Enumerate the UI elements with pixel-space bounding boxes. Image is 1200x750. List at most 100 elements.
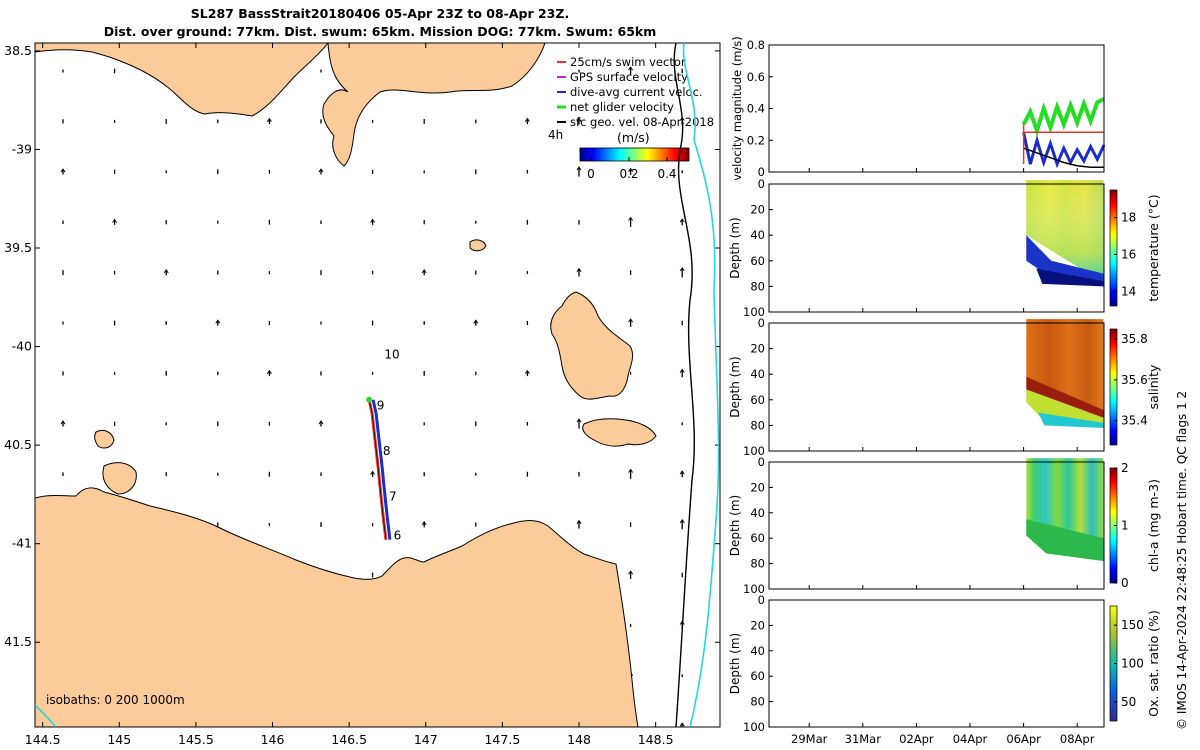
- velocity-vector-head: [318, 168, 324, 173]
- velocity-vector-head: [576, 267, 582, 272]
- track-day-label: 10: [384, 347, 399, 361]
- velocity-vector-head: [318, 420, 324, 425]
- depth-tick-label: 60: [750, 669, 765, 683]
- map-x-tick-label: 145.5: [178, 732, 214, 747]
- colorbar-tick-0: 0: [587, 167, 595, 181]
- velocity-vector-head: [215, 319, 221, 324]
- panel-4: 0 1 2 chl-a (mg m-3) 0 20 40 60 80 100 Depth (m): [728, 455, 1161, 596]
- colorbar-tick-label: 16: [1121, 247, 1136, 261]
- map-y-tick-label: -41: [12, 536, 32, 551]
- velocity-vector-head: [628, 570, 634, 575]
- map-y-tick-label: 41.5: [4, 634, 32, 649]
- panel-frame: [768, 44, 1105, 173]
- depth-tick-label: 80: [750, 418, 765, 432]
- depth-tick-label: 20: [750, 342, 765, 356]
- velocity-y-tick-label: 0.6: [747, 70, 765, 84]
- depth-tick-label: 0: [758, 593, 765, 607]
- colorbar-tick-label: 1: [1121, 519, 1129, 533]
- velocity-ylabel: velocity magnitude (m/s): [730, 36, 744, 181]
- map-x-tick-label: 146: [261, 732, 285, 747]
- time-tick-label: 29Mar: [791, 732, 828, 746]
- colorbar-tick-label: 0: [1121, 576, 1129, 590]
- land-deal-island: [469, 239, 487, 252]
- time-tick-label: 06Apr: [1006, 732, 1041, 746]
- velocity-vector-head: [628, 216, 634, 221]
- velocity-vector-head: [370, 470, 376, 475]
- depth-tick-label: 20: [750, 480, 765, 494]
- colorbar-temperature: [1109, 189, 1118, 307]
- chart-title: SL287 BassStrait20180406 05-Apr 23Z to 0…: [190, 6, 570, 21]
- chart-subtitle: Dist. over ground: 77km. Dist. swum: 65k…: [103, 24, 657, 39]
- map-x-tick-label: 144.5: [25, 732, 61, 747]
- velocity-series-line: [1022, 131, 1106, 169]
- velocity-y-tick-label: 0.8: [747, 38, 765, 52]
- map-frame: [34, 42, 721, 728]
- panel-2: 14 16 18 temperature (°C) 0 20 40 60 80 100 Depth …: [728, 177, 1161, 319]
- depth-tick-label: 100: [743, 444, 765, 458]
- depth-tick-label: 0: [758, 316, 765, 330]
- map-y-axis: 38.5 -39 39.5 -40 40.5 -41 41.5: [4, 43, 720, 649]
- velocity-series-line: [1023, 147, 1104, 168]
- panel-frame: [768, 322, 1105, 452]
- glider-track-outline: [368, 399, 387, 540]
- glider-latest-position: [366, 396, 373, 403]
- legend-swim-vector: 25cm/s swim vector: [570, 55, 686, 69]
- map-x-tick-label: 147.5: [484, 732, 520, 747]
- legend-dive-avg-current: dive-avg current veloc.: [570, 85, 703, 99]
- velocity-y-tick-label: 0.4: [747, 102, 765, 116]
- map-y-tick-label: 38.5: [4, 43, 32, 58]
- land-victoria: [35, 43, 329, 117]
- time-label: 4h: [548, 128, 563, 142]
- velocity-vector-head: [576, 519, 582, 524]
- track-day-label: 6: [394, 529, 402, 543]
- velocity-y-tick-label: 0.2: [747, 133, 765, 147]
- depth-tick-label: 40: [750, 367, 765, 381]
- dive-avg-current-track: [371, 399, 392, 540]
- map-x-tick-label: 148.5: [638, 732, 674, 747]
- map-legend: 25cm/s swim vector GPS surface velocity …: [548, 55, 714, 181]
- depth-tick-label: 40: [750, 506, 765, 520]
- track-day-label: 8: [383, 444, 391, 458]
- velocity-vector-head: [60, 420, 66, 425]
- depth-tick-label: 0: [758, 177, 765, 191]
- map-y-tick-label: 39.5: [4, 240, 32, 255]
- velocity-vector-head: [576, 117, 582, 122]
- colorbar-tick-label: 2: [1121, 461, 1129, 475]
- velocity-vector-head: [266, 369, 272, 374]
- velocity-vector-head: [679, 218, 685, 223]
- depth-tick-label: 60: [750, 254, 765, 268]
- velocity-vector-head: [370, 218, 376, 223]
- land-hunter-island: [94, 429, 115, 449]
- velocity-vector-head: [628, 468, 634, 473]
- velocity-vector-head: [421, 268, 427, 274]
- velocity-vector-head: [628, 318, 634, 323]
- velocity-vector-head: [421, 520, 427, 526]
- colorbar-tick-label: 150: [1121, 618, 1144, 632]
- velocity-vector-head: [679, 368, 685, 373]
- colorbar-tick-label: 35.6: [1121, 373, 1148, 387]
- colorbar-tick-label: 35.4: [1121, 414, 1148, 428]
- velocity-vector-head: [60, 168, 66, 173]
- velocity-vector-head: [524, 369, 530, 374]
- velocity-vector-head: [576, 418, 582, 423]
- depth-tick-label: 100: [743, 720, 765, 734]
- velocity-vector-head: [679, 518, 685, 524]
- depth-tick-label: 80: [750, 557, 765, 571]
- depth-tick-label: 20: [750, 203, 765, 217]
- land-robbins-island: [102, 462, 137, 495]
- map-plot: 144.5 145 145.5 146 146.5 147 147.5 148 148.5 38…: [4, 42, 721, 747]
- map-x-axis: 144.5 145 145.5 146 146.5 147 147.5 148 148.5: [25, 43, 674, 747]
- time-tick-label: 04Apr: [953, 732, 988, 746]
- time-tick-label: 02Apr: [899, 732, 934, 746]
- velocity-vector-head: [524, 117, 530, 122]
- land-flinders-island: [550, 291, 634, 400]
- depth-tick-label: 60: [750, 393, 765, 407]
- salinity-deep-layer: [1038, 412, 1104, 428]
- velocity-vector-head: [576, 166, 582, 171]
- isobath-1000m: [682, 43, 720, 727]
- colorbar-tick-label: 100: [1121, 657, 1144, 671]
- isobath-200m: [673, 43, 695, 727]
- land-cape-barren-island: [582, 418, 657, 447]
- velocity-y-tick-label: 0: [758, 165, 765, 179]
